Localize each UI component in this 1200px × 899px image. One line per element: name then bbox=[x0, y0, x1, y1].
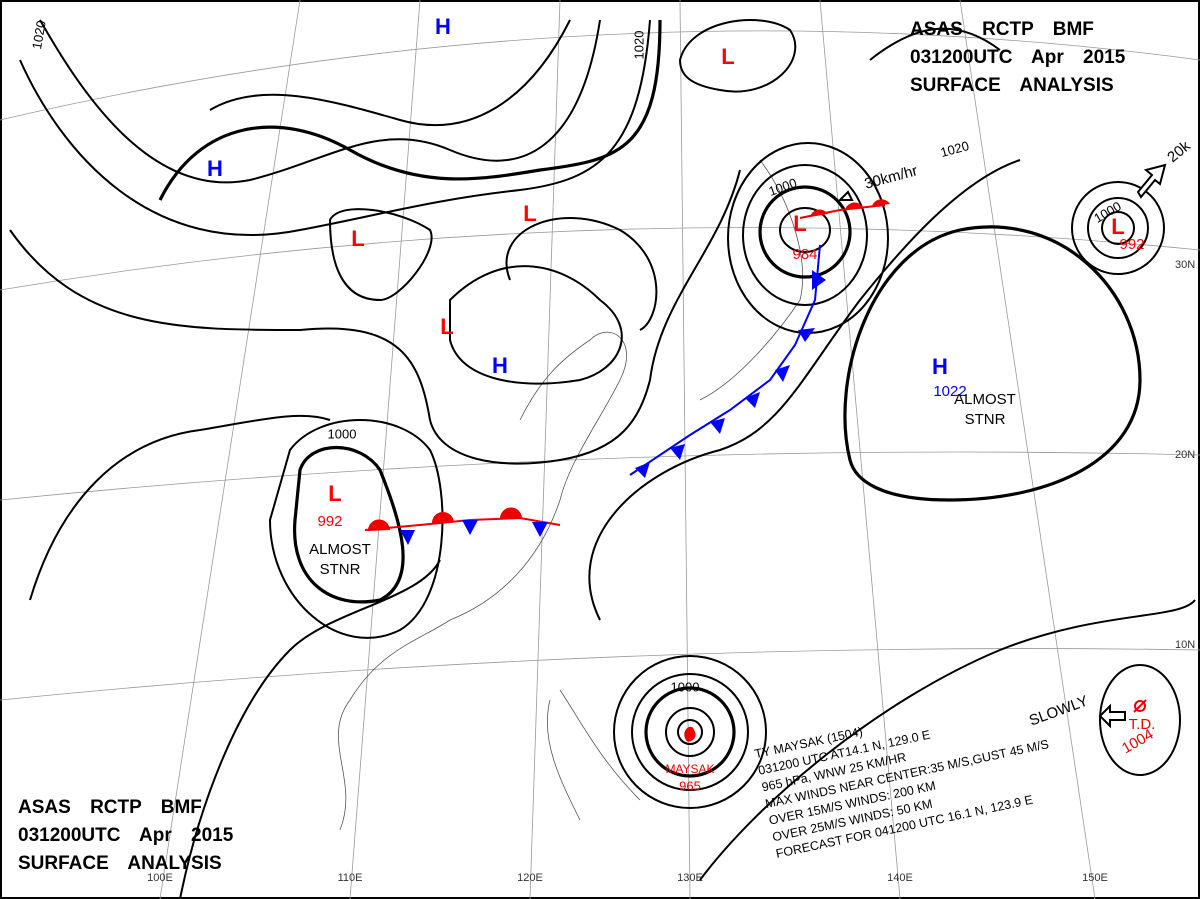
typhoon-name: MAYSAK bbox=[665, 762, 714, 776]
center-pressure: 984 bbox=[792, 246, 817, 263]
annotation: ALMOST bbox=[954, 391, 1016, 408]
header-line: ASAS RCTP BMF bbox=[910, 19, 1094, 40]
coastline bbox=[338, 159, 803, 831]
header-line: 031200UTC Apr 2015 bbox=[18, 825, 234, 846]
header-line: SURFACE ANALYSIS bbox=[910, 75, 1114, 96]
center-pressure: 992 bbox=[1119, 236, 1144, 253]
depression-label: T.D. bbox=[1129, 716, 1156, 733]
fronts bbox=[364, 163, 1167, 742]
pressure-center: L bbox=[351, 226, 364, 251]
pressure-center: H bbox=[435, 14, 451, 39]
header-line: 031200UTC Apr 2015 bbox=[910, 47, 1126, 68]
isobar-label: 1020 bbox=[29, 19, 49, 50]
isobars bbox=[9, 19, 1196, 899]
pressure-center: L bbox=[721, 44, 734, 69]
header-line: SURFACE ANALYSIS bbox=[18, 853, 222, 874]
typhoon-pressure: 965 bbox=[679, 778, 701, 793]
header-line: ASAS RCTP BMF bbox=[18, 797, 202, 818]
longitude-label: 120E bbox=[517, 872, 543, 884]
pressure-center: L bbox=[523, 201, 536, 226]
pressure-center: L bbox=[440, 314, 453, 339]
isobar-label: 1000 bbox=[328, 426, 357, 441]
isobar-label: 1020 bbox=[939, 138, 971, 160]
pressure-center: L bbox=[793, 211, 806, 236]
longitude-label: 150E bbox=[1082, 872, 1108, 884]
annotation: ALMOST bbox=[309, 541, 371, 558]
longitude-label: 110E bbox=[338, 872, 363, 884]
center-pressure: 992 bbox=[317, 513, 342, 530]
pressure-center: H bbox=[932, 354, 948, 379]
pressure-center: L bbox=[328, 481, 341, 506]
pressure-center: H bbox=[492, 353, 508, 378]
isobar-label: 1000 bbox=[671, 679, 700, 694]
latitude-label: 30N bbox=[1175, 259, 1195, 271]
center-pressure: 1022 bbox=[933, 383, 966, 400]
longitude-label: 140E bbox=[887, 872, 913, 884]
annotation: STNR bbox=[320, 561, 361, 578]
longitude-label: 130E bbox=[677, 872, 703, 884]
annotation: STNR bbox=[965, 411, 1006, 428]
pressure-center: L bbox=[1111, 214, 1124, 239]
isobar-label: 1020 bbox=[631, 31, 646, 60]
latitude-label: 20N bbox=[1175, 449, 1195, 461]
pressure-center: H bbox=[207, 156, 223, 181]
longitude-label: 100E bbox=[147, 872, 173, 884]
latitude-label: 10N bbox=[1175, 639, 1195, 651]
